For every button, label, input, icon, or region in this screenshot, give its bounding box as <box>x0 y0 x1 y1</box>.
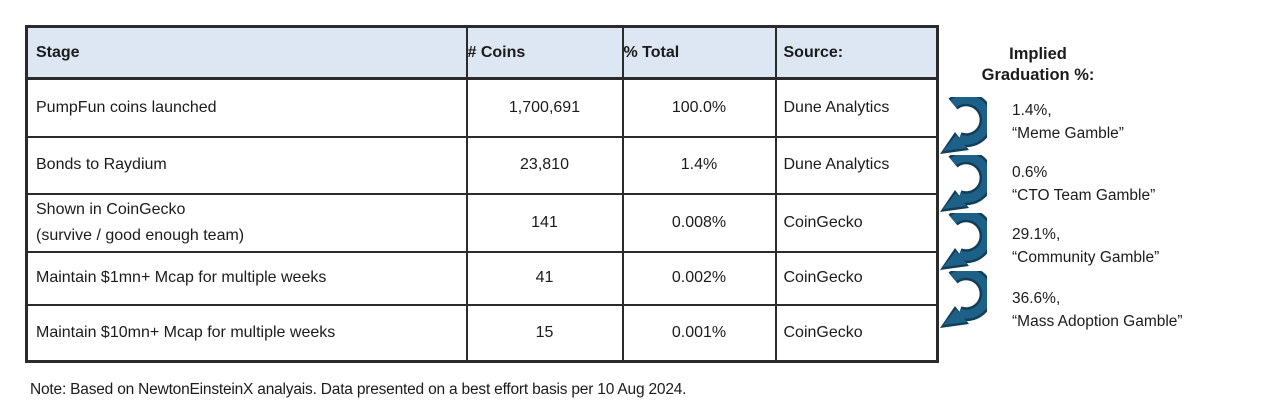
graduation-pct: 0.6% <box>1012 164 1048 181</box>
coins-cell: 1,700,691 <box>465 77 624 138</box>
column-header-stage: Stage <box>25 25 468 80</box>
title-line-2: Graduation %: <box>981 66 1095 84</box>
pct-cell: 1.4% <box>621 135 777 195</box>
stage-cell: Maintain $10mn+ Mcap for multiple weeks <box>25 303 468 363</box>
curved-arrow-icon <box>939 155 987 213</box>
graduation-name: “Community Gamble” <box>1012 249 1160 266</box>
stage-cell: Shown in CoinGecko (survive / good enoug… <box>25 192 468 253</box>
graduation-name: “CTO Team Gamble” <box>1012 187 1156 204</box>
source-cell: Dune Analytics <box>774 135 939 195</box>
graduation-step-label: 36.6%, “Mass Adoption Gamble” <box>1012 287 1183 333</box>
coins-cell: 141 <box>465 192 624 253</box>
curved-arrow-icon <box>939 97 987 155</box>
stage-cell: Bonds to Raydium <box>25 135 468 195</box>
table-row: Maintain $10mn+ Mcap for multiple weeks … <box>25 303 939 363</box>
column-header-pct: % Total <box>621 25 777 80</box>
pumpfun-funnel-table: Stage # Coins % Total Source: PumpFun co… <box>25 25 939 363</box>
implied-graduation-title: Implied Graduation %: <box>953 44 1123 86</box>
stage-line-1: Shown in CoinGecko <box>36 200 186 218</box>
graduation-pct: 29.1%, <box>1012 226 1061 243</box>
graduation-step-label: 1.4%, “Meme Gamble” <box>1012 99 1124 145</box>
column-header-source: Source: <box>774 25 939 80</box>
graduation-name: “Meme Gamble” <box>1012 125 1124 142</box>
source-cell: CoinGecko <box>774 192 939 253</box>
stage-cell: Maintain $1mn+ Mcap for multiple weeks <box>25 250 468 306</box>
graduation-name: “Mass Adoption Gamble” <box>1012 313 1183 330</box>
graduation-pct: 36.6%, <box>1012 290 1061 307</box>
table-row: Shown in CoinGecko (survive / good enoug… <box>25 192 939 253</box>
pct-cell: 100.0% <box>621 77 777 138</box>
source-cell: Dune Analytics <box>774 77 939 138</box>
table-row: Bonds to Raydium 23,810 1.4% Dune Analyt… <box>25 135 939 195</box>
graduation-pct: 1.4%, <box>1012 102 1052 119</box>
curved-arrow-icon <box>939 213 987 271</box>
table-row: Maintain $1mn+ Mcap for multiple weeks 4… <box>25 250 939 306</box>
graduation-step-label: 0.6% “CTO Team Gamble” <box>1012 161 1155 207</box>
table-header-row: Stage # Coins % Total Source: <box>25 25 939 80</box>
coins-cell: 15 <box>465 303 624 363</box>
coins-cell: 23,810 <box>465 135 624 195</box>
source-cell: CoinGecko <box>774 250 939 306</box>
curved-arrow-icon <box>939 271 987 329</box>
pct-cell: 0.008% <box>621 192 777 253</box>
table-row: PumpFun coins launched 1,700,691 100.0% … <box>25 77 939 138</box>
coins-cell: 41 <box>465 250 624 306</box>
stage-cell: PumpFun coins launched <box>25 77 468 138</box>
column-header-coins: # Coins <box>465 25 624 80</box>
stage-line-2: (survive / good enough team) <box>36 226 245 244</box>
graduation-step-label: 29.1%, “Community Gamble” <box>1012 223 1159 269</box>
pct-cell: 0.001% <box>621 303 777 363</box>
title-line-1: Implied <box>1009 45 1067 63</box>
footnote: Note: Based on NewtonEinsteinX analyais.… <box>30 381 687 398</box>
source-cell: CoinGecko <box>774 303 939 363</box>
pct-cell: 0.002% <box>621 250 777 306</box>
